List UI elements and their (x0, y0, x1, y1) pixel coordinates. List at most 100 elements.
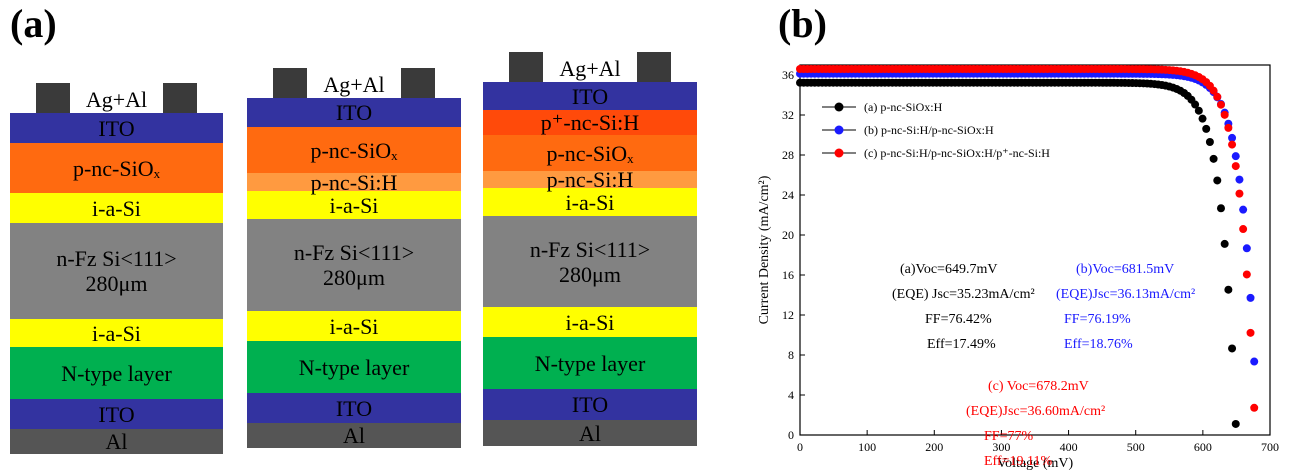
layer-label: p-nc-SiOₓ (546, 140, 634, 166)
layer-label: p-nc-Si:H (310, 169, 398, 195)
y-tick-label: 32 (782, 108, 794, 122)
layer-label: N-type layer (298, 354, 410, 380)
data-point (1242, 270, 1251, 279)
y-tick-label: 36 (782, 68, 794, 82)
data-point (1228, 140, 1237, 149)
layer-4: n-Fz Si<111> 280μm (247, 219, 461, 311)
legend-marker (834, 102, 844, 112)
data-point (1191, 100, 1200, 109)
contact-label: Ag+Al (559, 56, 621, 81)
annotation-line: (b)Voc=681.5mV (1076, 262, 1174, 277)
layer-7: Al (10, 429, 223, 454)
layer-label: i-a-Si (565, 189, 615, 215)
series-0 (796, 78, 1240, 428)
layer-5: N-type layer (10, 347, 223, 399)
layer-label: i-a-Si (92, 195, 141, 221)
data-point (1235, 175, 1244, 184)
data-point (1231, 162, 1240, 171)
layer-label: ITO (335, 100, 373, 125)
data-point (1205, 138, 1214, 147)
device-stack-a: Ag+Al ITO p-nc-SiOₓ i-a-Si n-Fz Si<111> 280… (10, 83, 223, 454)
data-point (1250, 403, 1259, 412)
y-tick-label: 4 (788, 388, 794, 402)
x-tick-label: 100 (858, 440, 876, 454)
annotation-line: FF=77% (984, 429, 1033, 444)
data-point (1239, 205, 1248, 214)
layer-label: p-nc-SiOₓ (72, 155, 161, 181)
layer-1: p-nc-SiOₓ (10, 143, 223, 193)
y-tick-label: 28 (782, 148, 794, 162)
layer-label: ITO (98, 401, 135, 427)
layer-0: ITO (483, 82, 697, 110)
y-tick-label: 24 (782, 188, 794, 202)
legend-label: (b) p-nc-Si:H/p-nc-SiOx:H (864, 123, 994, 137)
data-point (1246, 293, 1255, 302)
layer-7: ITO (247, 393, 461, 423)
data-point (1213, 176, 1222, 185)
contact-label: Ag+Al (85, 87, 148, 112)
device-stack-c: Ag+Al ITO p⁺-nc-Si:H p-nc-SiOₓ p-nc-Si:H i-a… (483, 52, 697, 446)
data-point (1239, 225, 1248, 234)
layer-label: i-a-Si (92, 320, 141, 346)
layer-5: n-Fz Si<111> 280μm (483, 216, 697, 307)
layer-6: ITO (10, 399, 223, 429)
layer-label: n-Fz Si<111> 280μm (56, 246, 177, 296)
layer-3: p-nc-Si:H (483, 167, 697, 192)
y-tick-label: 16 (782, 268, 794, 282)
series-2 (796, 65, 1259, 412)
x-tick-label: 700 (1261, 440, 1279, 454)
layer-label: p-nc-Si:H (546, 167, 634, 192)
layer-0: ITO (247, 98, 461, 127)
series-1 (796, 69, 1259, 366)
data-point (1209, 154, 1218, 163)
annotation-line: (EQE) Jsc=35.23mA/cm² (892, 287, 1035, 302)
metal-contact-right (163, 83, 197, 113)
data-point (1194, 106, 1203, 115)
y-tick-label: 20 (782, 228, 794, 242)
layer-1: p-nc-SiOₓ (247, 127, 461, 173)
layer-label: i-a-Si (565, 309, 615, 335)
data-point (1242, 244, 1251, 253)
metal-contact-right (401, 68, 435, 98)
metal-contact-right (637, 52, 671, 82)
x-tick-label: 0 (797, 440, 803, 454)
annotation-line: Eff=18.76% (1064, 337, 1133, 352)
annotation-line: Eff=17.49% (927, 337, 996, 352)
layer-2: p-nc-SiOₓ (483, 135, 697, 171)
data-point (1224, 123, 1233, 132)
data-point (1213, 92, 1222, 101)
layer-0: ITO (10, 113, 223, 143)
layer-3: i-a-Si (247, 191, 461, 219)
data-point (1216, 204, 1225, 213)
layer-label: Al (579, 420, 601, 446)
data-point (1202, 124, 1211, 133)
data-point (1198, 114, 1207, 123)
y-tick-label: 8 (788, 348, 794, 362)
legend-marker (834, 148, 844, 158)
x-tick-label: 400 (1060, 440, 1078, 454)
layer-label: Al (343, 423, 365, 448)
data-point (1228, 344, 1237, 353)
x-tick-label: 300 (992, 440, 1010, 454)
legend-label: (a) p-nc-SiOx:H (864, 100, 943, 114)
y-tick-label: 0 (788, 428, 794, 442)
layer-2: p-nc-Si:H (247, 170, 461, 195)
metal-contact-left (36, 83, 70, 113)
layer-8: Al (247, 423, 461, 448)
annotation-line: FF=76.42% (925, 312, 992, 327)
layer-label: ITO (571, 83, 609, 109)
data-point (1220, 110, 1229, 119)
layer-label: i-a-Si (329, 313, 379, 339)
data-point (1220, 239, 1229, 248)
legend-label: (c) p-nc-Si:H/p-nc-SiOx:H/p⁺-nc-Si:H (864, 146, 1050, 160)
layer-label: n-Fz Si<111> 280μm (529, 236, 651, 287)
annotation-line: (EQE)Jsc=36.60mA/cm² (966, 404, 1105, 419)
data-point (1224, 285, 1233, 294)
data-point (1246, 328, 1255, 337)
layer-label: ITO (98, 115, 135, 141)
plot-frame (799, 64, 1271, 436)
layer-label: p⁺-nc-Si:H (540, 110, 640, 135)
x-tick-label: 500 (1127, 440, 1145, 454)
data-point (1228, 133, 1237, 142)
y-tick-label: 12 (782, 308, 794, 322)
